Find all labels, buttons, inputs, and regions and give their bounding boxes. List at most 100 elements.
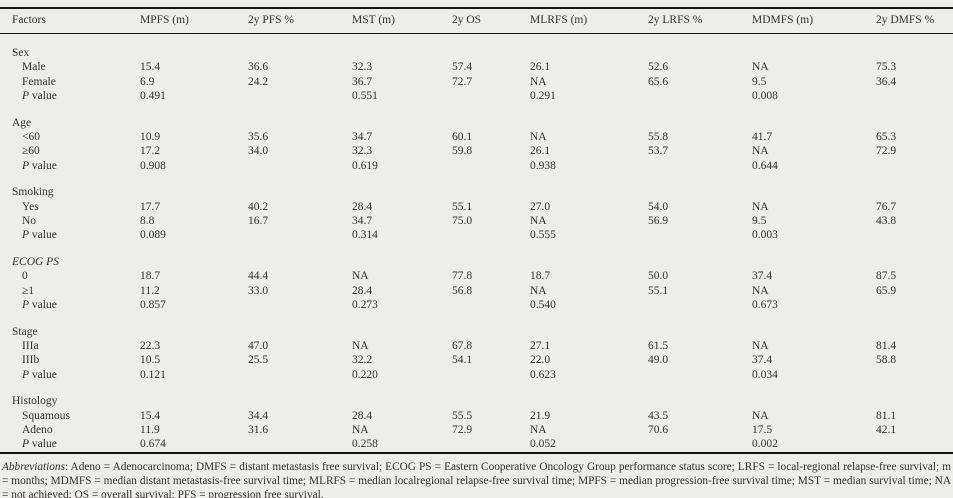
- table-row: IIIa 22.3 47.0 NA 67.8 27.1 61.5 NA 81.4: [0, 339, 953, 353]
- value-cell: 0.673: [752, 299, 778, 312]
- row-label: IIIa: [22, 339, 39, 352]
- value-cell: 8.8: [140, 215, 155, 228]
- value-cell: 32.3: [352, 61, 373, 74]
- value-cell: 65.3: [876, 131, 897, 144]
- value-cell: 54.0: [648, 200, 669, 213]
- value-cell: 72.9: [452, 423, 473, 436]
- value-cell: 0.034: [752, 368, 778, 381]
- table-row: ≥1 11.2 33.0 28.4 56.8 NA 55.1 NA 65.9: [0, 284, 953, 298]
- table-body: Sex Male 15.4 36.6 32.3 57.4 26.1 52.6 NA 75.3 Fem…: [0, 34, 953, 453]
- column-header-mpfs: MPFS (m): [140, 8, 248, 34]
- value-cell: 27.0: [530, 200, 551, 213]
- section-row: ECOG PS: [0, 243, 953, 269]
- value-cell: 0.857: [140, 299, 166, 312]
- value-cell: 75.3: [876, 61, 897, 74]
- value-cell: 34.4: [248, 409, 269, 422]
- value-cell: 41.7: [752, 131, 773, 144]
- value-cell: 50.0: [648, 270, 669, 283]
- p-value-row: P value 0.491 0.551 0.291 0.008: [0, 89, 953, 103]
- value-cell: [648, 298, 752, 312]
- value-cell: NA: [752, 145, 769, 158]
- value-cell: 65.6: [648, 75, 669, 88]
- value-cell: 28.4: [352, 409, 373, 422]
- value-cell: 81.1: [876, 409, 897, 422]
- value-cell: [452, 368, 530, 382]
- value-cell: NA: [752, 284, 769, 297]
- row-label: <60: [22, 131, 40, 144]
- value-cell: [876, 298, 953, 312]
- value-cell: NA: [752, 339, 769, 352]
- value-cell: [452, 159, 530, 173]
- value-cell: 47.0: [248, 339, 269, 352]
- value-cell: NA: [530, 75, 547, 88]
- value-cell: 57.4: [452, 61, 473, 74]
- footnote-text: : Adeno = Adenocarcinoma; DMFS = distant…: [2, 460, 951, 498]
- value-cell: 59.8: [452, 145, 473, 158]
- row-label: No: [22, 215, 37, 228]
- value-cell: 65.9: [876, 284, 897, 297]
- section-row: Histology: [0, 382, 953, 408]
- value-cell: [648, 437, 752, 452]
- p-value-row: P value 0.908 0.619 0.938 0.644: [0, 159, 953, 173]
- value-cell: 17.7: [140, 200, 161, 213]
- row-label: ≥60: [22, 145, 40, 158]
- value-cell: 49.0: [648, 354, 669, 367]
- value-cell: 9.5: [752, 215, 767, 228]
- value-cell: 28.4: [352, 200, 373, 213]
- value-cell: 34.0: [248, 145, 269, 158]
- value-cell: 77.8: [452, 270, 473, 283]
- value-cell: 37.4: [752, 354, 773, 367]
- row-label: Female: [22, 75, 56, 88]
- value-cell: 0.003: [752, 229, 778, 242]
- value-cell: [876, 89, 953, 103]
- value-cell: 54.1: [452, 354, 473, 367]
- value-cell: 44.4: [248, 270, 269, 283]
- value-cell: 32.3: [352, 145, 373, 158]
- value-cell: 55.8: [648, 131, 669, 144]
- value-cell: [876, 228, 953, 242]
- value-cell: 0.619: [352, 159, 378, 172]
- value-cell: 31.6: [248, 423, 269, 436]
- value-cell: 25.5: [248, 354, 269, 367]
- value-cell: 0.273: [352, 299, 378, 312]
- value-cell: 56.9: [648, 215, 669, 228]
- value-cell: 87.5: [876, 270, 897, 283]
- value-cell: [248, 228, 352, 242]
- value-cell: 42.1: [876, 423, 897, 436]
- value-cell: 53.7: [648, 145, 669, 158]
- value-cell: NA: [530, 131, 547, 144]
- section-label: Stage: [12, 325, 38, 338]
- row-label: Male: [22, 61, 46, 74]
- value-cell: [452, 298, 530, 312]
- value-cell: [452, 89, 530, 103]
- value-cell: 33.0: [248, 284, 269, 297]
- row-label: P value: [22, 159, 57, 172]
- section-row: Age: [0, 104, 953, 130]
- column-header-factors: Factors: [0, 8, 140, 34]
- section-row: Smoking: [0, 173, 953, 199]
- value-cell: [248, 298, 352, 312]
- value-cell: NA: [352, 423, 369, 436]
- value-cell: 0.908: [140, 159, 166, 172]
- column-header-2y-pfs: 2y PFS %: [248, 8, 352, 34]
- value-cell: 0.121: [140, 368, 166, 381]
- table-row: Yes 17.7 40.2 28.4 55.1 27.0 54.0 NA 76.7: [0, 200, 953, 214]
- table-row: IIIb 10.5 25.5 32.2 54.1 22.0 49.0 37.4 58.8: [0, 353, 953, 367]
- value-cell: 18.7: [530, 270, 551, 283]
- row-label: P value: [22, 438, 57, 451]
- value-cell: 21.9: [530, 409, 551, 422]
- row-label: Squamous: [22, 409, 70, 422]
- value-cell: [452, 437, 530, 452]
- value-cell: 0.089: [140, 229, 166, 242]
- value-cell: 24.2: [248, 75, 269, 88]
- p-value-row: P value 0.674 0.258 0.052 0.002: [0, 437, 953, 452]
- value-cell: 56.8: [452, 284, 473, 297]
- value-cell: 0.644: [752, 159, 778, 172]
- column-header-2y-dmfs: 2y DMFS %: [876, 8, 953, 34]
- value-cell: NA: [530, 215, 547, 228]
- section-label: Histology: [12, 395, 58, 408]
- value-cell: 11.9: [140, 423, 160, 436]
- p-value-row: P value 0.089 0.314 0.555 0.003: [0, 228, 953, 242]
- value-cell: 76.7: [876, 200, 897, 213]
- value-cell: 15.4: [140, 61, 161, 74]
